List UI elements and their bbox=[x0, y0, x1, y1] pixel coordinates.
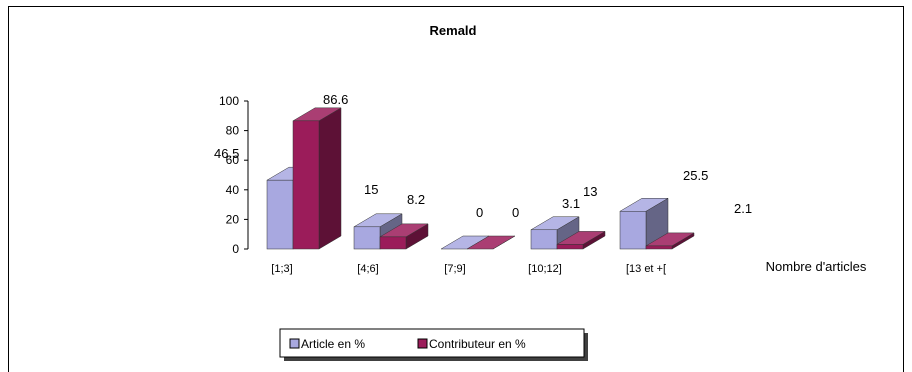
bar-front-face bbox=[645, 245, 673, 250]
legend-swatch bbox=[417, 338, 428, 349]
bar-contributeur-1 bbox=[379, 223, 429, 250]
y-tick-label: 0 bbox=[232, 242, 239, 256]
bar-front-face bbox=[266, 179, 294, 250]
y-tick-label: 60 bbox=[226, 153, 240, 167]
bars bbox=[266, 107, 695, 250]
bar-article-3 bbox=[530, 216, 580, 250]
legend-label: Article en % bbox=[301, 337, 365, 351]
data-label: 13 bbox=[583, 184, 597, 199]
legend-swatch bbox=[289, 338, 300, 349]
bar-contributeur-0 bbox=[292, 107, 342, 250]
y-tick-label: 100 bbox=[219, 94, 239, 108]
data-label: 15 bbox=[364, 182, 378, 197]
x-tick-label: [13 et +[ bbox=[626, 263, 666, 275]
data-label: 0 bbox=[476, 205, 483, 220]
data-label: 25.5 bbox=[683, 168, 708, 183]
data-label: 3.1 bbox=[562, 196, 580, 211]
x-tick-label: [7;9] bbox=[444, 263, 465, 275]
bar-contributeur-4 bbox=[645, 232, 695, 250]
bar-contributeur-3 bbox=[556, 230, 606, 250]
bar-article-4 bbox=[619, 197, 669, 250]
x-axis-label: Nombre d'articles bbox=[766, 259, 867, 274]
x-axis-categories: [1;3] [4;6] [7;9] [10;12] [13 et +[ bbox=[271, 263, 666, 275]
bar-contributeur-2 bbox=[466, 235, 516, 250]
legend-label: Contributeur en % bbox=[429, 337, 526, 351]
bar-front-face bbox=[556, 244, 584, 250]
bar-front-face bbox=[530, 229, 558, 250]
data-label: 8.2 bbox=[407, 192, 425, 207]
bar-front-face bbox=[379, 236, 407, 250]
x-tick-label: [4;6] bbox=[357, 263, 378, 275]
x-tick-label: [10;12] bbox=[528, 263, 562, 275]
chart-frame bbox=[8, 6, 904, 372]
bar-front-face bbox=[619, 211, 647, 250]
bar-top-face bbox=[466, 235, 516, 250]
data-label: 46.5 bbox=[214, 146, 239, 161]
data-label: 0 bbox=[512, 205, 519, 220]
legend-box bbox=[279, 328, 585, 358]
y-tick-label: 20 bbox=[226, 212, 240, 226]
x-tick-label: [1;3] bbox=[271, 263, 292, 275]
bar-front-face bbox=[353, 226, 381, 250]
legend: Article en % Contributeur en % bbox=[279, 328, 588, 361]
data-label: 86.6 bbox=[323, 92, 348, 107]
bar-side-face bbox=[318, 107, 342, 250]
y-tick-label: 40 bbox=[226, 183, 240, 197]
bar-front-face bbox=[292, 120, 320, 250]
y-axis: 0 20 40 60 80 100 bbox=[219, 94, 249, 256]
data-labels: 46.5 86.6 15 8.2 0 0 133.1 25.5 2.1 bbox=[214, 92, 752, 220]
chart-title: Remald bbox=[430, 23, 477, 38]
data-label: 2.1 bbox=[734, 201, 752, 216]
y-tick-label: 80 bbox=[226, 124, 240, 138]
